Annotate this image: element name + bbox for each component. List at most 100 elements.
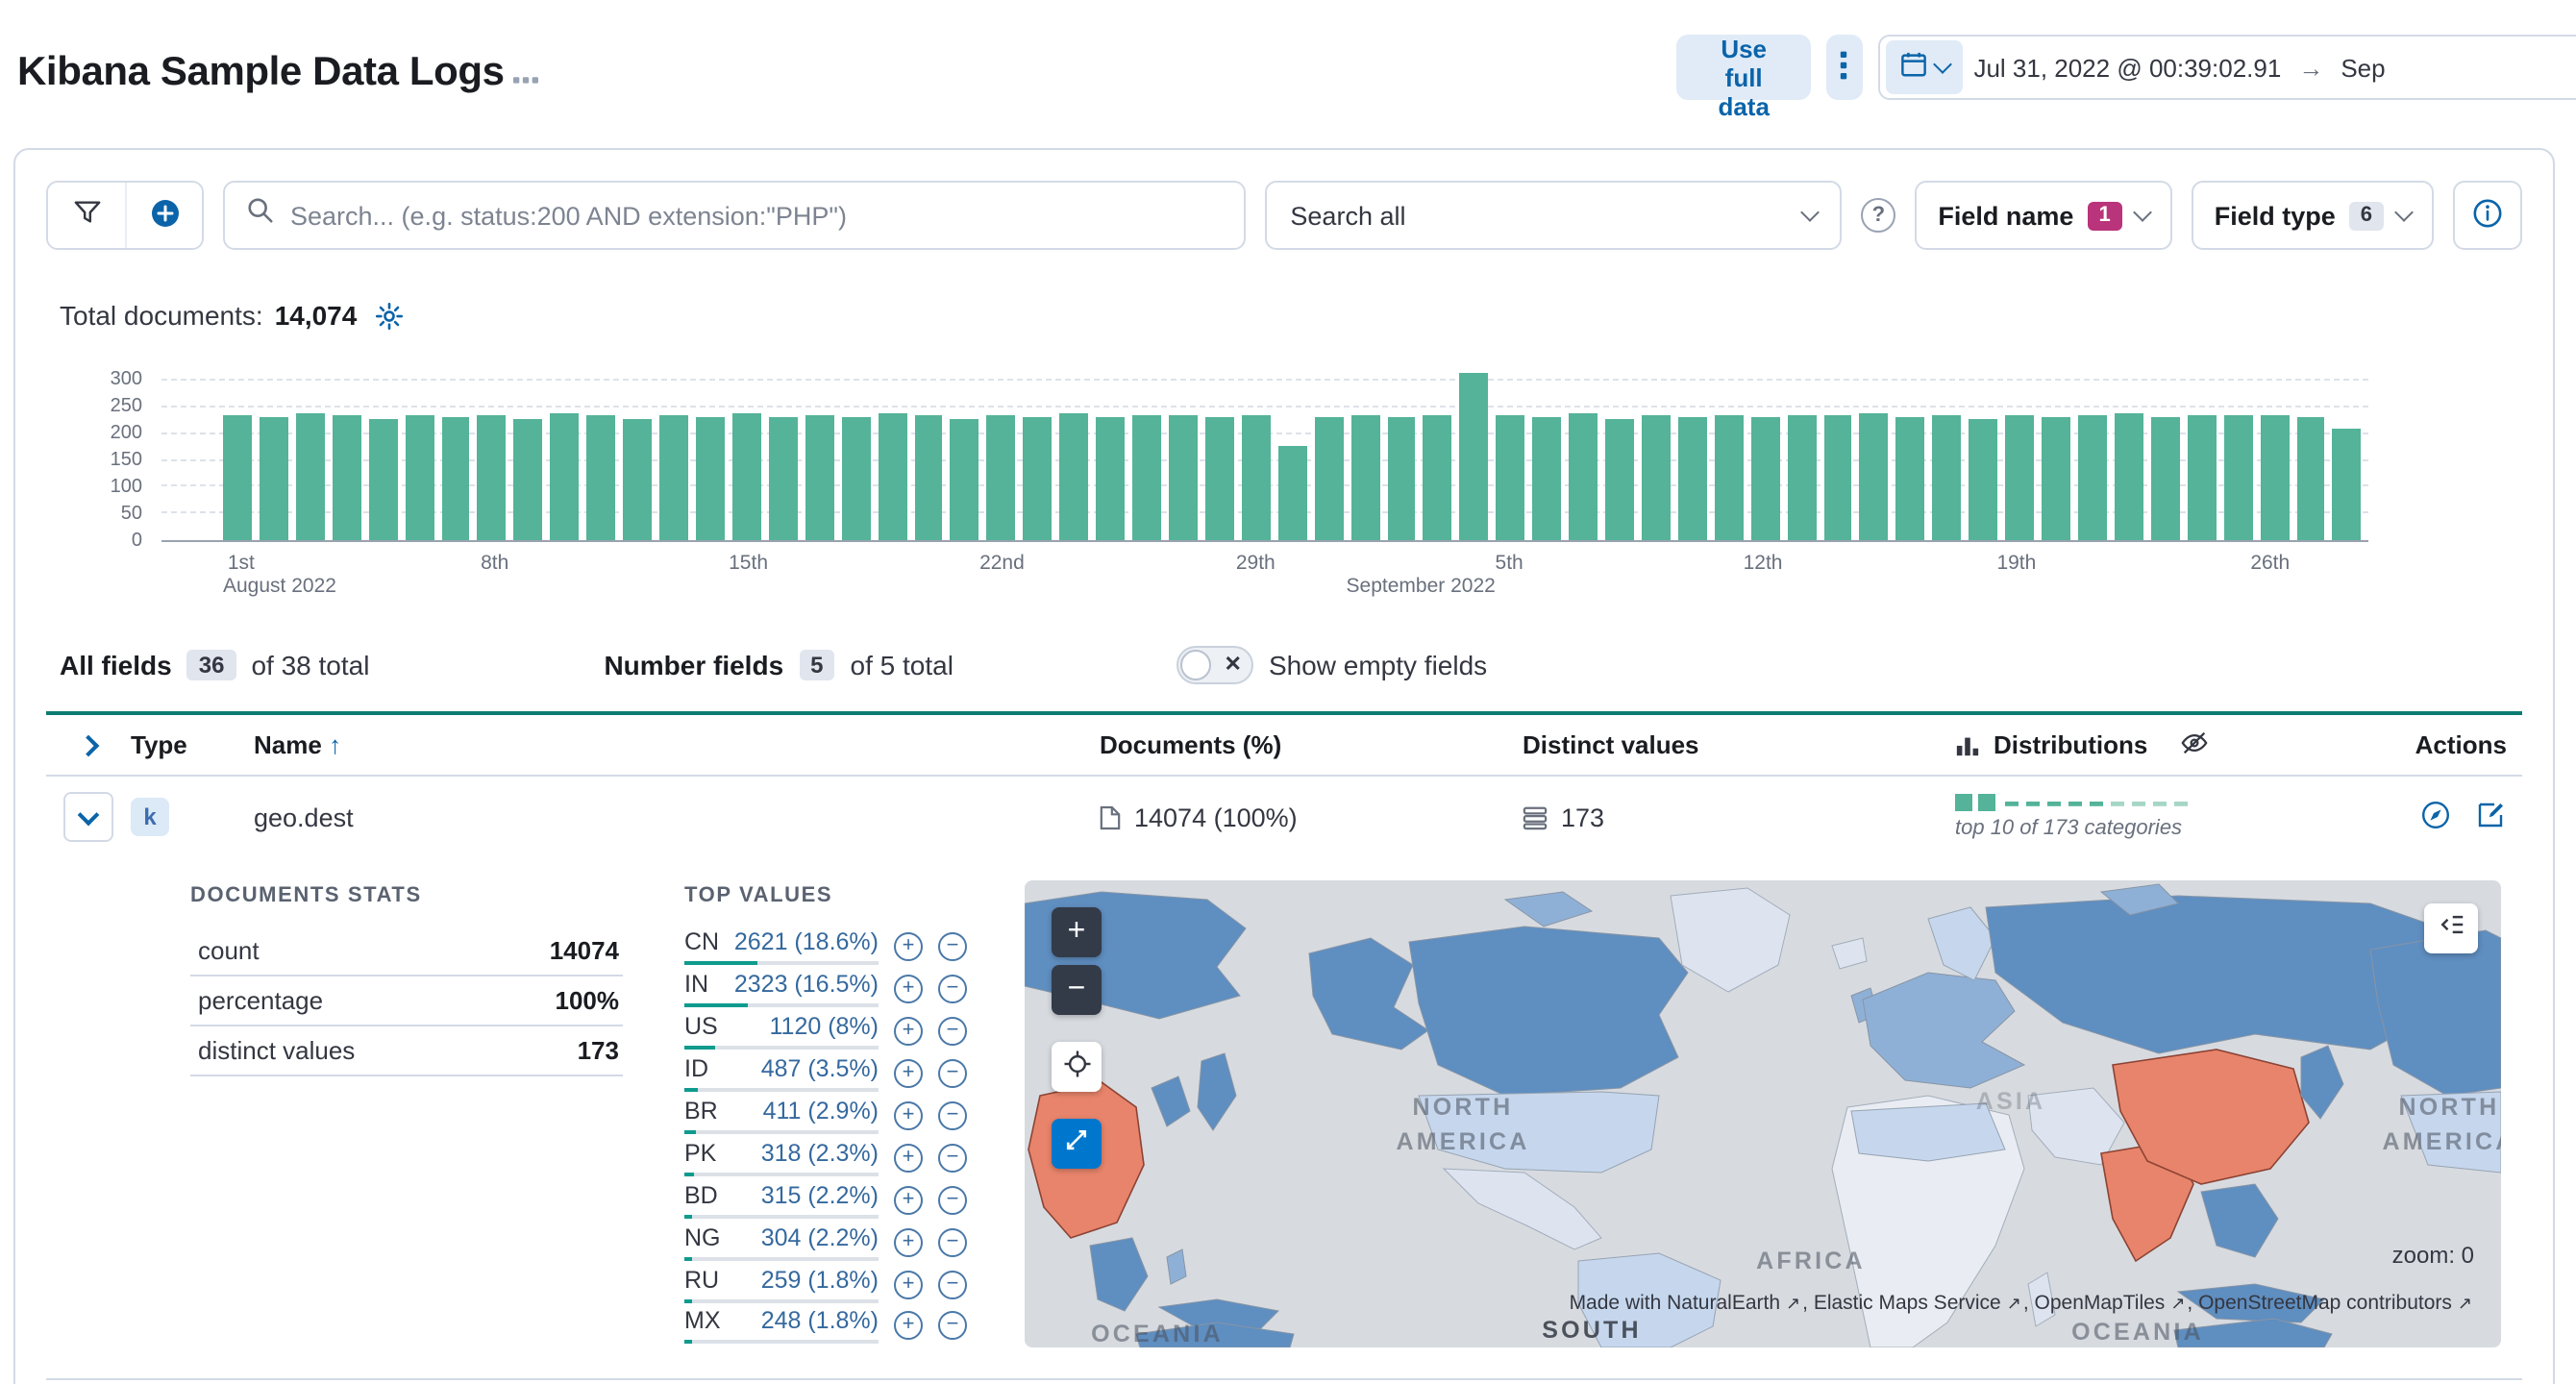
top-value-count[interactable]: 487 (3.5%) — [760, 1055, 879, 1083]
filter-for-value-button[interactable]: + — [894, 1311, 923, 1341]
histogram-bar[interactable] — [1714, 414, 1744, 540]
top-value-count[interactable]: 2621 (18.6%) — [733, 928, 879, 956]
histogram-bar[interactable] — [2223, 415, 2253, 540]
histogram-bar[interactable] — [1459, 372, 1489, 540]
histogram-bar[interactable] — [1895, 417, 1925, 540]
column-header-documents[interactable]: Documents (%) — [1100, 730, 1282, 759]
histogram-bar[interactable] — [1096, 417, 1126, 540]
map-attribution-link[interactable]: NaturalEarth — [1667, 1292, 1781, 1315]
filter-for-value-button[interactable]: + — [894, 1059, 923, 1089]
histogram-bar[interactable] — [295, 413, 325, 540]
histogram-bar[interactable] — [1423, 415, 1452, 540]
map-attribution-link[interactable]: OpenMapTiles — [2034, 1292, 2166, 1315]
add-filter-button[interactable] — [125, 183, 202, 248]
top-value-count[interactable]: 1120 (8%) — [769, 1013, 879, 1041]
search-all-select[interactable]: Search all — [1265, 181, 1843, 250]
histogram-bar[interactable] — [1569, 413, 1598, 540]
top-value-count[interactable]: 411 (2.9%) — [762, 1098, 879, 1124]
histogram-bar[interactable] — [1859, 413, 1889, 540]
histogram-bar[interactable] — [841, 417, 871, 540]
collapse-row-button[interactable] — [63, 792, 113, 842]
use-full-data-button[interactable]: Use full data — [1676, 35, 1812, 121]
histogram-bar[interactable] — [1532, 417, 1562, 540]
filter-out-value-button[interactable]: − — [938, 1270, 967, 1299]
settings-gear-icon[interactable] — [374, 301, 403, 330]
histogram-bar[interactable] — [2005, 414, 2035, 540]
histogram-bar[interactable] — [623, 418, 653, 540]
calendar-button[interactable] — [1885, 40, 1963, 94]
filter-out-value-button[interactable]: − — [938, 1017, 967, 1047]
histogram-bar[interactable] — [1204, 417, 1234, 540]
histogram-bar[interactable] — [259, 417, 288, 540]
histogram-bar[interactable] — [878, 413, 907, 540]
histogram-bar[interactable] — [1969, 418, 1998, 540]
filter-for-value-button[interactable]: + — [894, 1017, 923, 1047]
zoom-in-button[interactable]: + — [1052, 907, 1102, 957]
histogram-bar[interactable] — [1277, 446, 1307, 540]
histogram-bar[interactable] — [1314, 416, 1344, 540]
more-options-button[interactable] — [1826, 35, 1863, 100]
filter-out-value-button[interactable]: − — [938, 1185, 967, 1215]
histogram-bar[interactable] — [332, 415, 361, 540]
histogram-bar[interactable] — [513, 418, 543, 540]
page-options-icon[interactable] — [513, 62, 539, 96]
histogram-bar[interactable] — [586, 415, 616, 540]
date-range-end[interactable]: Sep — [2341, 53, 2386, 82]
map-attribution-link[interactable]: OpenStreetMap contributors — [2198, 1292, 2452, 1315]
filter-out-value-button[interactable]: − — [938, 975, 967, 1004]
histogram-bar[interactable] — [2260, 414, 2290, 540]
field-name[interactable]: geo.dest — [254, 803, 354, 831]
histogram-bar[interactable] — [1605, 418, 1634, 540]
help-icon[interactable]: ? — [1861, 198, 1896, 233]
map-attribution-link[interactable]: Elastic Maps Service — [1813, 1292, 2001, 1315]
expand-map-button[interactable] — [1052, 1119, 1102, 1169]
histogram-bar[interactable] — [1241, 414, 1271, 540]
histogram-bar[interactable] — [1059, 413, 1089, 540]
top-value-count[interactable]: 248 (1.8%) — [760, 1307, 879, 1335]
histogram-bar[interactable] — [950, 418, 979, 540]
histogram-bar[interactable] — [768, 417, 798, 540]
column-header-distinct[interactable]: Distinct values — [1523, 730, 1699, 759]
zoom-out-button[interactable]: − — [1052, 965, 1102, 1015]
filter-out-value-button[interactable]: − — [938, 1227, 967, 1257]
histogram-bar[interactable] — [986, 414, 1016, 540]
column-header-type[interactable]: Type — [131, 730, 187, 759]
histogram-bar[interactable] — [1641, 415, 1671, 540]
histogram-bar[interactable] — [695, 416, 725, 540]
histogram-bar[interactable] — [550, 413, 580, 540]
histogram-bar[interactable] — [1787, 414, 1817, 540]
top-value-count[interactable]: 318 (2.3%) — [760, 1139, 879, 1167]
hide-distributions-button[interactable] — [2180, 728, 2209, 762]
date-range-start[interactable]: Jul 31, 2022 @ 00:39:02.91 — [1973, 53, 2282, 82]
histogram-bar[interactable] — [2332, 429, 2362, 540]
histogram-bar[interactable] — [659, 414, 688, 540]
histogram-bar[interactable] — [405, 414, 434, 540]
expand-all-chevron-icon[interactable] — [77, 733, 100, 756]
legend-toggle-button[interactable] — [2424, 903, 2478, 953]
histogram-bar[interactable] — [1496, 414, 1525, 540]
edit-field-button[interactable] — [2476, 799, 2507, 835]
histogram-bar[interactable] — [1932, 414, 1962, 540]
filter-out-value-button[interactable]: − — [938, 932, 967, 962]
histogram-bar[interactable] — [1168, 414, 1198, 540]
field-name-filter[interactable]: Field name 1 — [1915, 181, 2172, 250]
filter-for-value-button[interactable]: + — [894, 975, 923, 1004]
field-type-filter[interactable]: Field type 6 — [2191, 181, 2434, 250]
top-value-count[interactable]: 259 (1.8%) — [760, 1266, 879, 1294]
filter-for-value-button[interactable]: + — [894, 1143, 923, 1173]
filter-out-value-button[interactable]: − — [938, 1101, 967, 1130]
histogram-bar[interactable] — [368, 419, 398, 540]
filter-out-value-button[interactable]: − — [938, 1143, 967, 1173]
histogram-bar[interactable] — [1823, 415, 1852, 540]
top-value-count[interactable]: 2323 (16.5%) — [733, 971, 879, 999]
histogram-bar[interactable] — [805, 414, 834, 540]
filter-for-value-button[interactable]: + — [894, 1185, 923, 1215]
show-empty-fields-toggle[interactable]: ✕ — [1176, 646, 1253, 684]
histogram-bar[interactable] — [731, 412, 761, 540]
top-value-count[interactable]: 304 (2.2%) — [760, 1223, 879, 1251]
world-map[interactable]: NORTH AMERICA NORTH AMERICA ASIA AFRICA … — [1025, 880, 2501, 1347]
filter-out-value-button[interactable]: − — [938, 1311, 967, 1341]
filter-for-value-button[interactable]: + — [894, 1101, 923, 1130]
histogram-bar[interactable] — [914, 415, 943, 540]
column-header-name[interactable]: Name ↑ — [254, 730, 342, 759]
